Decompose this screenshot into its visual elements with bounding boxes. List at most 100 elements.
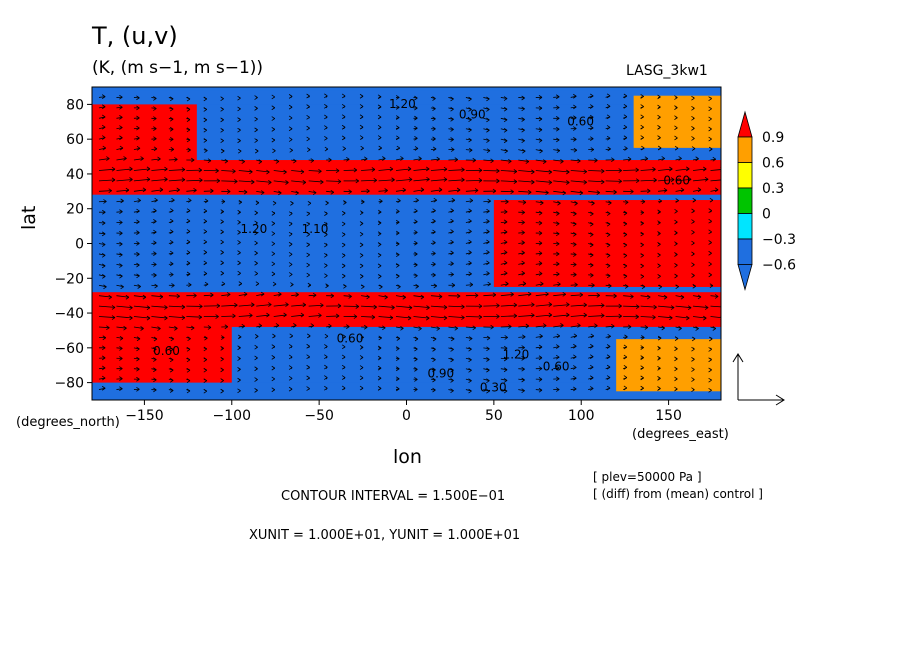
wind-arrow	[151, 295, 163, 298]
wind-arrow-head	[420, 187, 425, 191]
wind-arrow-head	[324, 333, 329, 337]
wind-arrow-head	[295, 192, 299, 196]
difference-note: [ (diff) from (mean) control ]	[593, 487, 763, 501]
wind-arrow-head	[432, 98, 436, 101]
wind-arrow-head	[657, 127, 661, 130]
wind-arrow-head	[181, 306, 186, 310]
wind-arrow-head	[538, 97, 543, 100]
wind-arrow-head	[306, 223, 310, 227]
wind-arrow-head	[438, 187, 443, 191]
wind-arrow-head	[414, 240, 418, 244]
wind-arrow-head	[574, 282, 578, 286]
wind-arrow-head	[486, 390, 490, 394]
wind-arrow-head	[169, 118, 174, 122]
wind-arrow-head	[348, 191, 352, 195]
wind-arrow-head	[169, 220, 174, 224]
wind-arrow-head	[220, 221, 224, 225]
wind-arrow-head	[414, 97, 418, 101]
wind-arrow-head	[432, 357, 436, 360]
wind-arrow-head	[169, 347, 174, 350]
wind-arrow-head	[468, 117, 472, 121]
wind-arrow	[326, 190, 334, 193]
wind-arrow	[658, 326, 665, 329]
wind-arrow	[168, 169, 185, 171]
wind-arrow-head	[503, 262, 508, 266]
wind-arrow-head	[366, 190, 370, 194]
wind-arrow-head	[395, 115, 400, 118]
wind-arrow-head	[708, 274, 712, 278]
wind-arrow-head	[207, 325, 212, 328]
wind-arrow-head	[153, 387, 157, 391]
colorbar-max-arrow	[737, 110, 753, 138]
wind-arrow-head	[306, 136, 310, 140]
wind-arrow-head	[600, 170, 605, 174]
wind-arrow-head	[590, 149, 595, 152]
wind-arrow-head	[525, 325, 530, 329]
wind-arrow-head	[675, 284, 679, 287]
wind-arrow	[98, 158, 110, 161]
wind-arrow-head	[181, 169, 186, 172]
wind-arrow-head	[538, 105, 543, 109]
wind-arrow-head	[288, 223, 293, 227]
wind-arrow	[570, 284, 578, 286]
wind-arrow-head	[540, 202, 544, 206]
wind-arrow-head	[119, 104, 123, 108]
wind-arrow-head	[288, 388, 293, 392]
wind-arrow-head	[521, 272, 525, 276]
wind-arrow-head	[583, 181, 587, 185]
wind-arrow-head	[606, 273, 611, 277]
wind-arrow-head	[414, 379, 418, 382]
wind-arrow-head	[174, 157, 178, 160]
wind-arrow	[570, 190, 583, 194]
wind-arrow-head	[324, 232, 328, 235]
wind-arrow-head	[573, 211, 577, 215]
wind-arrow-head	[371, 167, 376, 170]
wind-arrow-head	[343, 283, 347, 287]
wind-arrow-head	[623, 377, 628, 380]
wind-arrow	[98, 232, 106, 235]
wind-arrow	[413, 305, 430, 309]
wind-arrow-head	[674, 264, 678, 268]
wind-arrow-head	[288, 376, 293, 379]
wind-arrow-head	[359, 231, 364, 235]
wind-arrow-head	[377, 347, 382, 351]
wind-arrow-head	[359, 233, 364, 237]
wind-arrow-head	[486, 357, 490, 360]
wind-arrow-head	[414, 336, 419, 340]
wind-arrow-head	[486, 348, 490, 352]
wind-arrow	[535, 346, 543, 349]
wind-arrow	[535, 389, 543, 391]
wind-arrow-head	[661, 325, 665, 329]
wind-arrow-head	[538, 116, 543, 120]
wind-arrow-head	[641, 201, 646, 205]
wind-arrow-head	[341, 93, 346, 97]
wind-arrow-head	[657, 275, 661, 279]
wind-arrow-head	[538, 232, 543, 236]
wind-arrow-head	[496, 314, 500, 317]
wind-arrow-head	[203, 250, 207, 253]
wind-arrow-head	[234, 302, 238, 306]
wind-arrow-head	[674, 376, 678, 380]
wind-arrow-head	[704, 305, 709, 308]
wind-arrow	[518, 180, 535, 183]
wind-arrow-head	[153, 136, 157, 140]
wind-arrow-head	[136, 366, 140, 370]
wind-arrow-head	[657, 243, 661, 247]
y-tick-label: −80	[54, 376, 84, 392]
wind-arrow-head	[123, 325, 127, 329]
wind-arrow-head	[359, 263, 364, 267]
wind-arrow	[535, 293, 549, 297]
wind-arrow-head	[708, 126, 712, 130]
field-region	[92, 321, 232, 383]
wind-arrow-head	[203, 96, 207, 100]
wind-arrow	[395, 168, 412, 171]
wind-arrow-head	[271, 221, 275, 224]
wind-arrow-head	[377, 254, 382, 258]
wind-arrow-head	[486, 117, 490, 121]
wind-arrow-head	[590, 136, 594, 140]
wind-arrow-head	[504, 150, 508, 154]
wind-arrow-head	[618, 313, 622, 317]
wind-arrow-head	[136, 368, 140, 372]
wind-arrow-head	[176, 293, 180, 297]
wind-arrow-head	[119, 137, 123, 141]
